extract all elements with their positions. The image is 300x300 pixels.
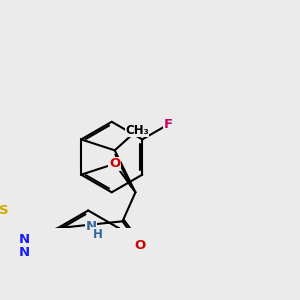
Text: O: O (109, 157, 120, 170)
Text: N: N (19, 232, 30, 245)
Text: H: H (92, 228, 102, 241)
Text: N: N (85, 220, 97, 233)
Text: S: S (0, 204, 8, 217)
Text: N: N (19, 246, 30, 259)
Text: F: F (164, 118, 173, 131)
Text: O: O (134, 239, 146, 252)
Text: CH₃: CH₃ (125, 124, 149, 137)
